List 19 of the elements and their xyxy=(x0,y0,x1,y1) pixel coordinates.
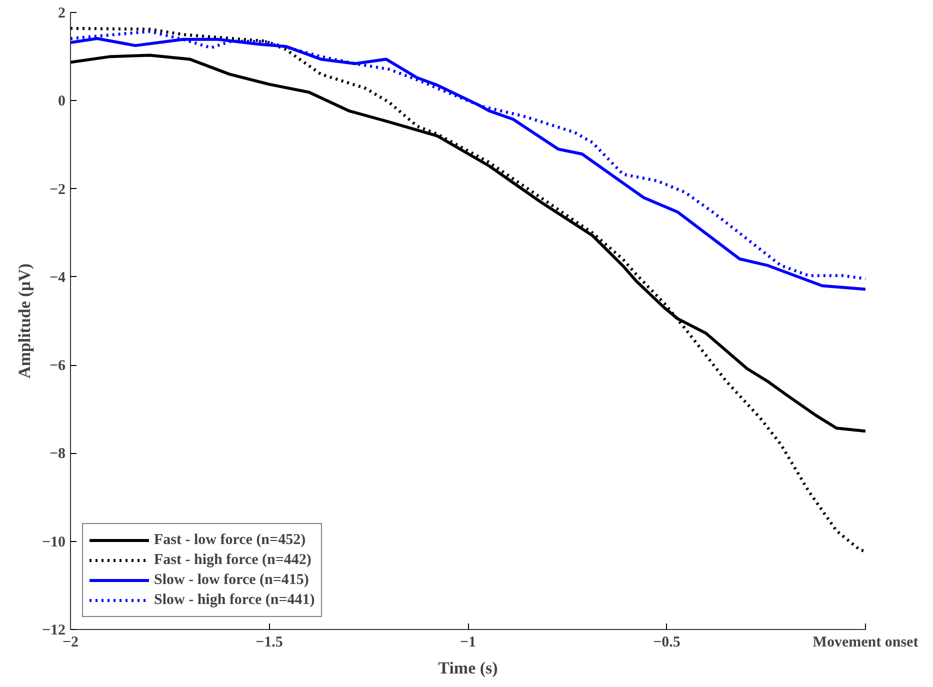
line-series xyxy=(70,26,866,553)
y-axis-title: Amplitude (µV) xyxy=(14,263,34,379)
x-tick-label: −1 xyxy=(460,634,476,650)
y-tick-label: −4 xyxy=(49,270,66,286)
legend-label: Slow - low force (n=415) xyxy=(154,572,309,588)
y-tick-label: −2 xyxy=(49,182,66,198)
y-tick-label: −10 xyxy=(42,534,66,550)
legend-label: Slow - high force (n=441) xyxy=(154,592,315,608)
y-tick-label: −8 xyxy=(49,446,66,462)
x-tick-label: Movement onset xyxy=(812,634,918,650)
x-axis-title: Time (s) xyxy=(438,658,498,678)
legend-label: Fast - low force (n=452) xyxy=(154,532,306,548)
legend-label: Fast - high force (n=442) xyxy=(154,552,312,568)
y-tick-label: −6 xyxy=(49,358,66,374)
x-tick-label: −0.5 xyxy=(653,634,680,650)
y-tick-label: 0 xyxy=(58,94,66,110)
y-tick-label: −12 xyxy=(42,622,66,638)
x-tick-label: −1.5 xyxy=(256,634,283,650)
y-tick-label: 2 xyxy=(58,6,66,22)
